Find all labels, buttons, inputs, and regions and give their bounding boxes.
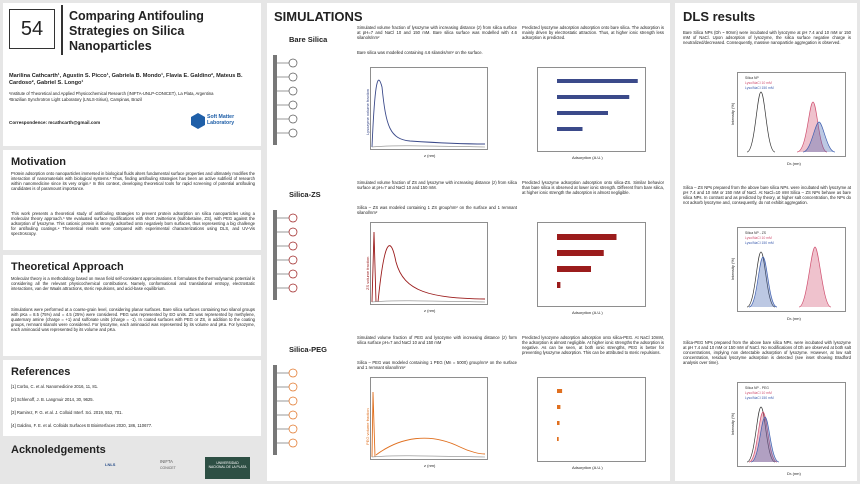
row-label: Silica-PEG [289, 345, 327, 354]
header: 54 Comparing Antifouling Strategies on S… [3, 3, 261, 146]
prediction: Predicted lysozyme adsorption adsorption… [522, 180, 664, 196]
adsorption-chart [537, 222, 646, 307]
dls-text: Silica – ZS NPs prepared from the above … [683, 185, 851, 206]
logo: LNLS [105, 462, 116, 467]
section-title: SIMULATIONS [274, 9, 363, 24]
adsorption-chart [537, 67, 646, 152]
logo: CONICET [160, 466, 176, 470]
legend-entry: Silica NP [745, 76, 759, 80]
surface-illustration [273, 365, 298, 455]
section-title: References [11, 366, 71, 378]
legend-entry: Lyso/NaCl 150 mM [745, 241, 774, 245]
description: Simulated volume fraction of lysozyme wi… [357, 25, 517, 41]
paragraph: Molecular theory is a methodology based … [11, 276, 255, 292]
legend-entry: Silica NP - ZS [745, 231, 767, 235]
references: References [1] Corbo, C. et al. Nanomedi… [3, 360, 261, 436]
dls-chart [737, 382, 846, 467]
section-title: Acknoledgements [11, 444, 106, 456]
affiliation: ¹Institute of Theoretical and Applied Ph… [9, 91, 214, 96]
reference: [1] Corbo, C. et al. Nanomedicine 2016, … [11, 384, 99, 389]
profile-chart [370, 222, 488, 305]
poster-number: 54 [9, 9, 55, 49]
description: Bare silica was modelled containing 4.6 … [357, 50, 483, 55]
y-axis-label: Intensity (%) [730, 102, 735, 125]
legend-entry: Lyso/NaCl 10 mM [745, 81, 772, 85]
section-title: Theoretical Approach [11, 261, 124, 273]
dls: DLS results Bare Silica NPs (Dh ~ 90nm) … [675, 3, 857, 481]
x-axis-label: Adsorption (A.U.) [572, 465, 603, 470]
legend-entry: Lyso/NaCl 10 mM [745, 236, 772, 240]
paragraph: Protein adsorption onto nanoparticles im… [11, 171, 255, 192]
title: Comparing Antifouling Strategies on Sili… [69, 9, 204, 53]
section-title: Motivation [11, 156, 66, 168]
paragraph: Simulations were performed at a coarse-g… [11, 307, 255, 333]
x-axis-label: z (nm) [424, 153, 436, 158]
x-axis-label: Dₕ (nm) [787, 471, 801, 476]
legend-entry: Lyso/NaCl 150 mM [745, 86, 774, 90]
surface-illustration [273, 55, 298, 145]
y-axis-label: Intensity (%) [730, 257, 735, 280]
description: Simulated volume fraction of ZS and lyso… [357, 180, 517, 191]
dls-text: Silica-PEG NPs prepared from the above b… [683, 340, 851, 366]
adsorption-chart [537, 377, 646, 462]
x-axis-label: Dₕ (nm) [787, 316, 801, 321]
divider [61, 5, 63, 55]
y-axis-label: ZS volume fraction [365, 256, 370, 290]
legend-entry: Lyso/NaCl 10 mM [745, 391, 772, 395]
correspondence: Correspondence: mcathcarth@gmail.com [9, 120, 101, 125]
logo: UNIVERSIDAD NACIONAL DE LA PLATA [205, 457, 250, 479]
dls-text: Bare Silica NPs (Dh ~ 90nm) were incubat… [683, 30, 851, 46]
authors: Marilina Cathcarth¹, Agustin S. Picco¹, … [9, 73, 243, 86]
prediction: Predicted lysozyme adsorption adsorption… [522, 25, 664, 41]
logo-text: Soft Matter Laboratory [207, 114, 235, 126]
x-axis-label: Dₕ (nm) [787, 161, 801, 166]
row-label: Silica-ZS [289, 190, 321, 199]
legend-entry: Silica NP - PEG [745, 386, 769, 390]
profile-chart [370, 67, 488, 150]
paragraph: This work presents a theoretical study o… [11, 211, 255, 237]
reference: [4] Galdino, F. E. et al. Colloids Surfa… [11, 423, 153, 428]
motivation: Motivation Protein adsorption onto nanop… [3, 150, 261, 250]
section-title: DLS results [683, 9, 756, 24]
dls-chart [737, 72, 846, 157]
dls-chart [737, 227, 846, 312]
profile-chart [370, 377, 488, 460]
simulations: SIMULATIONS Bare Silica Simulated volume … [267, 3, 670, 481]
surface-illustration [273, 210, 298, 300]
theory: Theoretical Approach Molecular theory is… [3, 255, 261, 356]
reference: [3] Ramirez, P. G. et al. J. Colloid Int… [11, 410, 123, 415]
description: Simulated volume fraction of PEG and lys… [357, 335, 517, 346]
y-axis-label: PEG volume fraction [365, 408, 370, 445]
x-axis-label: Adsorption (A.U.) [572, 155, 603, 160]
affiliation: ²Brazilian Synchrotron Light Laboratory … [9, 97, 142, 102]
prediction: Predicted lysozyme adsorption adsorption… [522, 335, 664, 356]
x-axis-label: Adsorption (A.U.) [572, 310, 603, 315]
y-axis-label: Intensity (%) [730, 412, 735, 435]
reference: [2] Schlenoff, J. B. Langmuir 2014, 30, … [11, 397, 94, 402]
y-axis-label: Lysozyme volume fraction [365, 88, 370, 135]
description: Silica – ZS was modeled containing 1 ZS … [357, 205, 517, 216]
row-label: Bare Silica [289, 35, 328, 44]
logo: INIFTA [160, 459, 173, 464]
x-axis-label: z (nm) [424, 463, 436, 468]
legend-entry: Lyso/NaCl 150 mM [745, 396, 774, 400]
description: Silica – PEG was modeled containing 1 PE… [357, 360, 517, 371]
logo-icon [191, 113, 205, 129]
x-axis-label: z (nm) [424, 308, 436, 313]
